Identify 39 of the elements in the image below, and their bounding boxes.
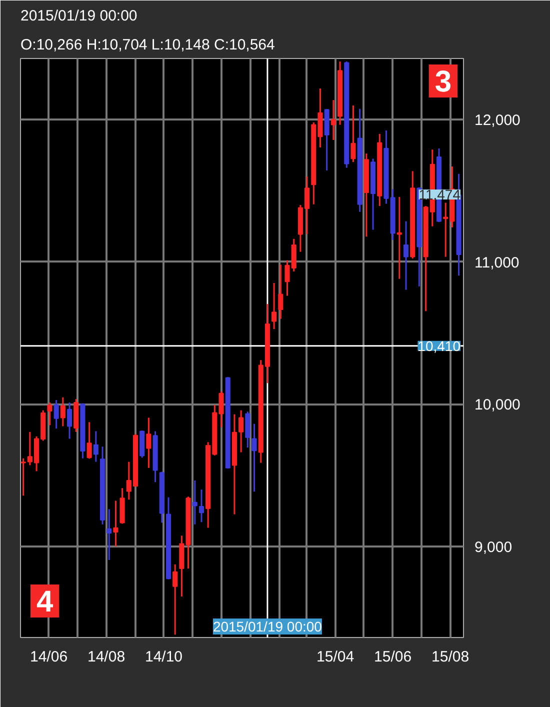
candlestick	[238, 410, 244, 454]
chart-subtitle: O:10,266 H:10,704 L:10,148 C:10,564	[20, 36, 275, 54]
candlestick	[54, 399, 59, 430]
candlestick	[350, 104, 356, 163]
candlestick	[252, 423, 257, 492]
candlestick	[146, 416, 152, 469]
candlestick	[106, 508, 112, 561]
y-tick-label: 9,000	[474, 538, 512, 556]
ref-line-label: 2015/01/19 00:00	[212, 618, 322, 634]
candlestick	[272, 282, 277, 330]
candlestick	[172, 564, 178, 636]
candlestick	[60, 396, 66, 427]
candlestick	[192, 480, 198, 526]
candlestick	[278, 264, 284, 320]
candlestick	[403, 220, 409, 291]
candlestick	[86, 421, 92, 460]
candlestick	[245, 410, 250, 448]
annotation: 11,474	[418, 186, 461, 202]
candlestick	[396, 196, 402, 280]
candlestick	[20, 458, 26, 496]
chart-title: 2015/01/19 00:00	[20, 8, 138, 24]
x-tick-label: 15/08	[432, 648, 470, 666]
x-tick-label: 14/10	[145, 648, 183, 666]
x-tick-label: 14/08	[88, 648, 126, 666]
x-tick-label: 15/06	[374, 648, 412, 666]
x-tick-label: 14/06	[30, 648, 68, 666]
candlestick	[330, 99, 336, 141]
candlestick	[93, 430, 98, 463]
annotation: 4	[36, 586, 54, 618]
candlestick	[113, 500, 118, 548]
y-tick-label: 11,000	[474, 254, 520, 272]
annotation: 3	[434, 66, 452, 98]
candlestick	[66, 402, 72, 440]
y-tick-label: 12,000	[474, 112, 520, 130]
candlestick	[47, 402, 52, 426]
candlestick	[198, 488, 204, 523]
x-tick-label: 15/04	[316, 648, 354, 666]
y-tick-label: 10,000	[474, 396, 520, 414]
ref-line-label: 10,410	[418, 338, 461, 354]
